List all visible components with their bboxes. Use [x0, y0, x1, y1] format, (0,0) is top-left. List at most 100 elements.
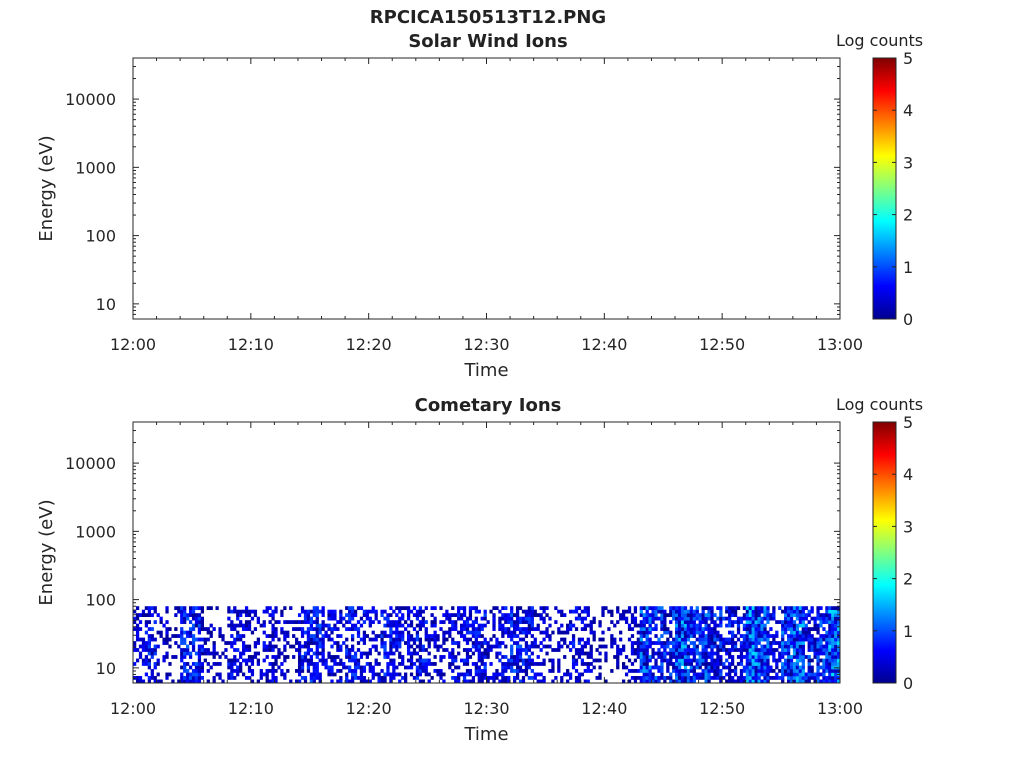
spectrogram-cell [406, 623, 411, 628]
spectrogram-cell [333, 662, 337, 666]
spectrogram-cell [462, 634, 467, 638]
spectrogram-cell [404, 606, 408, 611]
spectrogram-cell [686, 648, 691, 652]
spectrogram-cell [781, 609, 785, 614]
spectrogram-cell [610, 620, 614, 624]
spectrogram-cell [133, 676, 137, 680]
spectrogram-cell [645, 616, 649, 621]
spectrogram-cell [380, 634, 384, 638]
spectrogram-cell [660, 634, 664, 638]
spectrogram-cell [577, 655, 582, 659]
spectrogram-cell [716, 655, 720, 659]
spectrogram-cell [471, 623, 476, 628]
spectrogram-cell [330, 609, 334, 614]
spectrogram-cell [834, 609, 838, 614]
spectrogram-cell [601, 606, 605, 611]
spectrogram-cell [191, 609, 196, 614]
spectrogram-cell [330, 613, 334, 617]
spectrogram-cell [515, 620, 520, 624]
spectrogram-cell [153, 665, 157, 670]
spectrogram-cell [716, 634, 720, 638]
spectrogram-cell [504, 665, 508, 670]
spectrogram-cell [356, 606, 361, 611]
spectrogram-cell [828, 644, 832, 649]
spectrogram-cell [686, 627, 691, 631]
spectrogram-cell [339, 609, 343, 614]
spectrogram-cell [194, 613, 199, 617]
spectrogram-cell [672, 679, 676, 684]
spectrogram-cell [725, 641, 729, 645]
spectrogram-cell [816, 644, 820, 649]
spectrogram-cell [306, 658, 311, 663]
spectrogram-cell [162, 655, 166, 659]
spectrogram-cell [745, 616, 749, 621]
spectrogram-cell [798, 672, 803, 677]
spectrogram-cell [831, 655, 835, 659]
spectrogram-cell [483, 609, 487, 614]
spectrogram-cell [683, 620, 688, 624]
spectrogram-cell [527, 630, 531, 635]
spectrogram-cell [401, 662, 405, 666]
spectrogram-cell [268, 641, 272, 645]
spectrogram-cell [689, 616, 694, 621]
spectrogram-cell [395, 672, 399, 677]
spectrogram-cell [722, 641, 726, 645]
spectrogram-cell [577, 672, 582, 677]
spectrogram-cell [256, 641, 260, 645]
spectrogram-cell [274, 662, 278, 666]
spectrogram-cell [392, 641, 396, 645]
spectrogram-cell [230, 644, 234, 649]
spectrogram-cell [645, 606, 649, 611]
spectrogram-cell [283, 648, 287, 652]
spectrogram-cell [383, 623, 387, 628]
spectrogram-cell [153, 676, 157, 680]
spectrogram-cell [138, 620, 143, 624]
spectrogram-cell [427, 651, 431, 656]
spectrogram-cell [642, 620, 646, 624]
spectrogram-cell [722, 648, 726, 652]
spectrogram-cell [483, 613, 487, 617]
spectrogram-cell [583, 651, 587, 656]
spectrogram-cell [775, 620, 779, 624]
spectrogram-cell [663, 627, 667, 631]
spectrogram-cell [745, 662, 749, 666]
spectrogram-cell [439, 655, 443, 659]
spectrogram-cell [483, 655, 487, 659]
spectrogram-cell [695, 623, 699, 628]
spectrogram-cell [327, 665, 331, 670]
spectrogram-cell [560, 630, 564, 635]
spectrogram-cell [365, 679, 369, 684]
x-tick-label: 12:20 [346, 699, 392, 718]
spectrogram-cell [548, 637, 552, 642]
spectrogram-cell [766, 672, 770, 677]
spectrogram-cells [133, 606, 841, 684]
spectrogram-cell [345, 655, 349, 659]
spectrogram-cell [660, 609, 664, 614]
spectrogram-cell [515, 641, 520, 645]
spectrogram-cell [725, 665, 729, 670]
spectrogram-cell [760, 609, 764, 614]
spectrogram-cell [757, 648, 761, 652]
x-tick-label: 12:20 [346, 335, 392, 354]
spectrogram-cell [601, 644, 605, 649]
spectrogram-cell [775, 630, 779, 635]
spectrogram-cell [834, 672, 838, 677]
spectrogram-cell [748, 634, 752, 638]
spectrogram-cell [480, 627, 484, 631]
spectrogram-cell [383, 651, 387, 656]
spectrogram-cell [162, 641, 166, 645]
spectrogram-cell [315, 669, 319, 673]
spectrogram-cell [548, 623, 552, 628]
spectrogram-cell [580, 651, 585, 656]
spectrogram-cell [459, 672, 464, 677]
spectrogram-cell [745, 679, 749, 684]
spectrogram-cell [392, 630, 396, 635]
spectrogram-cell [692, 627, 696, 631]
spectrogram-cell [763, 655, 767, 659]
spectrogram-cell [350, 637, 355, 642]
spectrogram-cell [513, 620, 517, 624]
spectrogram-cell [480, 655, 484, 659]
spectrogram-cell [568, 648, 573, 652]
spectrogram-cell [215, 606, 219, 611]
spectrogram-cell [748, 679, 752, 684]
